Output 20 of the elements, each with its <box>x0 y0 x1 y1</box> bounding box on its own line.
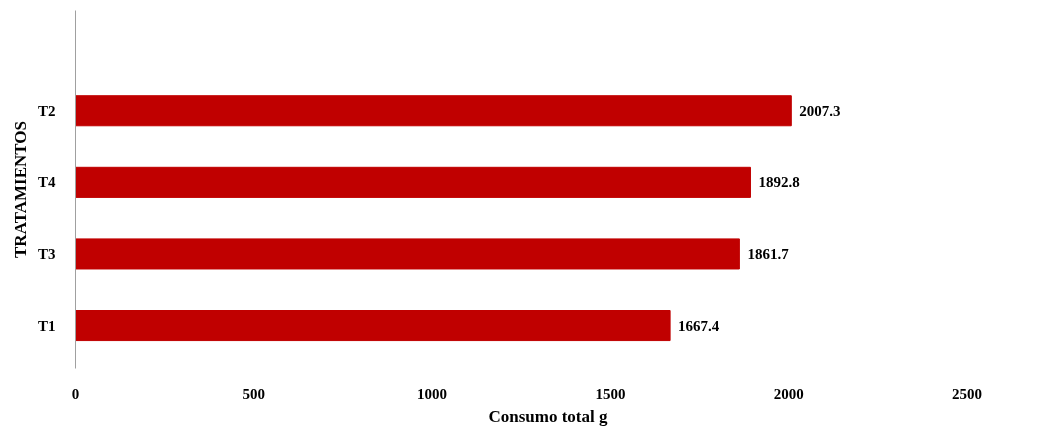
x-tick-label: 500 <box>242 385 266 402</box>
bar <box>75 310 671 342</box>
data-label: 1892.8 <box>758 174 800 191</box>
y-tick-label: T1 <box>38 317 56 334</box>
bar <box>75 95 792 127</box>
x-tick-label: 0 <box>71 385 80 402</box>
data-label: 1667.4 <box>678 317 720 334</box>
y-tick-label: T2 <box>38 102 56 119</box>
y-tick-label: T4 <box>38 174 56 191</box>
x-tick-label: 2500 <box>952 385 983 402</box>
data-label: 2007.3 <box>799 102 841 119</box>
x-axis-title: Consumo total g <box>488 406 608 426</box>
x-tick-label: 1000 <box>417 385 448 402</box>
bar <box>75 166 751 198</box>
x-tick-label: 1500 <box>595 385 626 402</box>
bar <box>75 238 740 270</box>
data-label: 1861.7 <box>747 245 790 262</box>
y-tick-label: T3 <box>38 245 56 262</box>
x-tick-label: 2000 <box>773 385 804 402</box>
y-axis-title: TRATAMIENTOS <box>11 121 30 258</box>
